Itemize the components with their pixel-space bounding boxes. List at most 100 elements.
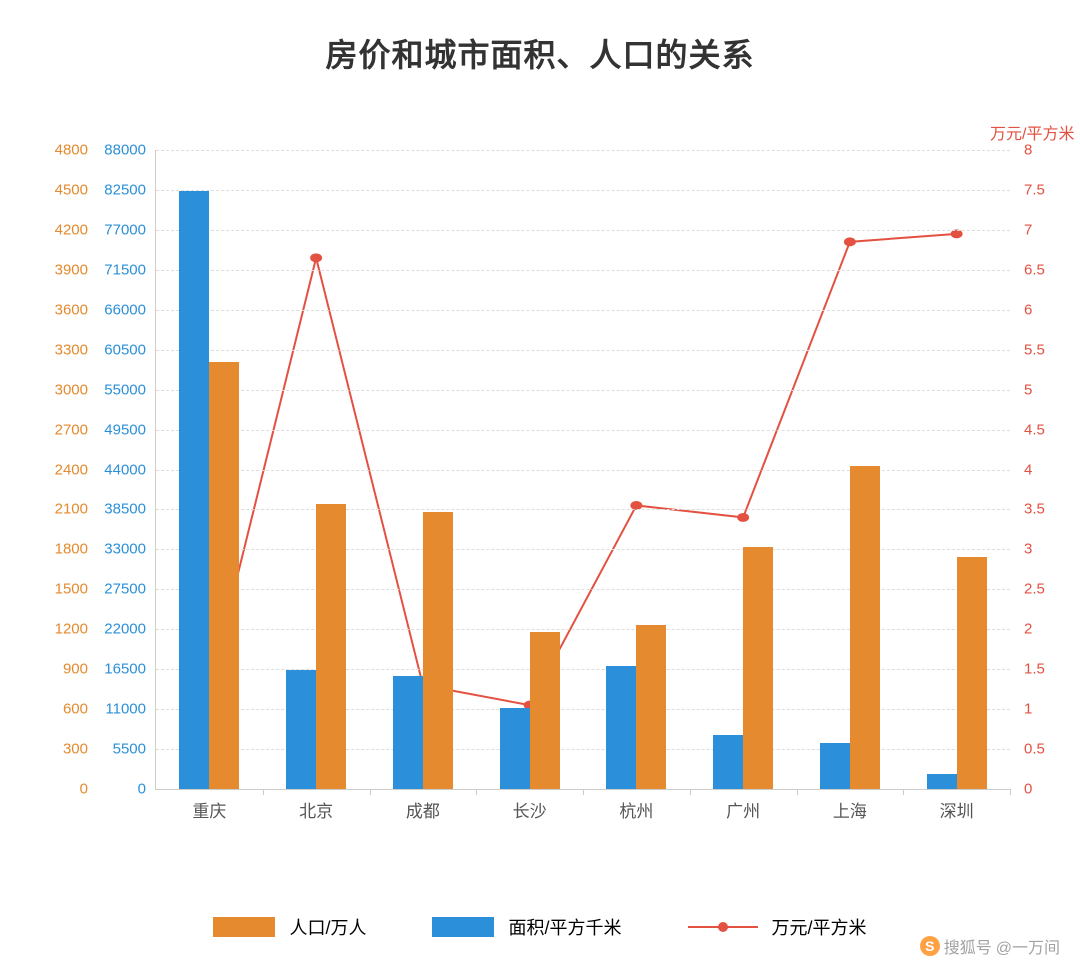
bar-population (209, 362, 239, 789)
category-label: 杭州 (619, 797, 653, 822)
bar-area (393, 676, 423, 789)
ytick-area: 0 (138, 781, 146, 798)
category-label: 北京 (299, 797, 333, 822)
ytick-price: 4 (1024, 461, 1032, 478)
price-marker (737, 513, 749, 522)
gridline (156, 270, 1010, 271)
ytick-price: 6 (1024, 301, 1032, 318)
ytick-price: 6.5 (1024, 261, 1045, 278)
sohu-icon: S (920, 936, 940, 956)
category-label: 深圳 (940, 797, 974, 822)
ytick-price: 5 (1024, 381, 1032, 398)
category-label: 广州 (726, 797, 760, 822)
gridline (156, 430, 1010, 431)
bar-area (606, 666, 636, 789)
bar-population (850, 466, 880, 789)
ytick-area: 82500 (104, 181, 146, 198)
ytick-price: 3.5 (1024, 501, 1045, 518)
ytick-area: 49500 (104, 421, 146, 438)
ytick-area: 16500 (104, 661, 146, 678)
ytick-price: 8 (1024, 142, 1032, 159)
legend-swatch-population (213, 917, 275, 937)
gridline (156, 190, 1010, 191)
gridline (156, 350, 1010, 351)
ytick-population: 3000 (55, 381, 88, 398)
legend-swatch-area (432, 917, 494, 937)
xtick (583, 789, 584, 795)
bar-population (530, 632, 560, 789)
ytick-population: 1800 (55, 541, 88, 558)
xtick (370, 789, 371, 795)
ytick-price: 4.5 (1024, 421, 1045, 438)
chart-container: 万元/平方米 00030055000.5600110001900165001.5… (0, 110, 1080, 850)
gridline (156, 589, 1010, 590)
gridline (156, 669, 1010, 670)
ytick-area: 11000 (105, 701, 146, 718)
bar-area (713, 735, 743, 789)
bar-population (423, 512, 453, 789)
ytick-price: 1 (1024, 701, 1032, 718)
ytick-population: 4800 (55, 142, 88, 159)
bar-population (316, 504, 346, 789)
legend: 人口/万人 面积/平方千米 万元/平方米 (0, 914, 1080, 940)
gridline (156, 709, 1010, 710)
ytick-area: 5500 (113, 741, 146, 758)
legend-label-population: 人口/万人 (289, 914, 366, 940)
xtick (690, 789, 691, 795)
xtick (903, 789, 904, 795)
ytick-area: 38500 (104, 501, 146, 518)
bar-population (957, 557, 987, 789)
ytick-area: 71500 (104, 261, 146, 278)
gridline (156, 509, 1010, 510)
ytick-population: 2100 (55, 501, 88, 518)
ytick-population: 3600 (55, 301, 88, 318)
bar-population (743, 547, 773, 789)
legend-item-area: 面积/平方千米 (432, 914, 621, 940)
ytick-population: 0 (80, 781, 88, 798)
gridline (156, 310, 1010, 311)
ytick-price: 1.5 (1024, 661, 1045, 678)
xtick (263, 789, 264, 795)
ytick-area: 55000 (104, 381, 146, 398)
ytick-population: 600 (63, 701, 88, 718)
watermark: S 搜狐号 @一万间 (920, 934, 1060, 958)
ytick-population: 4200 (55, 221, 88, 238)
ytick-price: 7 (1024, 221, 1032, 238)
xtick (797, 789, 798, 795)
chart-title: 房价和城市面积、人口的关系 (0, 0, 1080, 76)
ytick-population: 1500 (55, 581, 88, 598)
ytick-price: 7.5 (1024, 181, 1045, 198)
ytick-area: 27500 (104, 581, 146, 598)
bar-area (179, 191, 209, 789)
legend-label-price: 万元/平方米 (772, 914, 867, 940)
ytick-population: 2400 (55, 461, 88, 478)
ytick-area: 60500 (104, 341, 146, 358)
bar-population (636, 625, 666, 789)
right-axis-label: 万元/平方米 (990, 120, 1074, 144)
ytick-population: 900 (63, 661, 88, 678)
category-label: 重庆 (192, 797, 226, 822)
ytick-area: 22000 (104, 621, 146, 638)
gridline (156, 749, 1010, 750)
category-label: 成都 (406, 797, 440, 822)
ytick-area: 88000 (104, 142, 146, 159)
category-label: 长沙 (513, 797, 547, 822)
legend-swatch-price (688, 917, 758, 937)
ytick-price: 0 (1024, 781, 1032, 798)
bar-area (927, 774, 957, 789)
ytick-price: 0.5 (1024, 741, 1045, 758)
ytick-population: 1200 (55, 621, 88, 638)
xtick (1010, 789, 1011, 795)
price-marker (844, 237, 856, 246)
watermark-site: 搜狐号 (944, 934, 992, 958)
gridline (156, 629, 1010, 630)
ytick-price: 2 (1024, 621, 1032, 638)
ytick-population: 3900 (55, 261, 88, 278)
ytick-population: 4500 (55, 181, 88, 198)
gridline (156, 470, 1010, 471)
xtick (476, 789, 477, 795)
gridline (156, 390, 1010, 391)
ytick-population: 2700 (55, 421, 88, 438)
ytick-area: 77000 (104, 221, 146, 238)
bar-area (820, 743, 850, 789)
